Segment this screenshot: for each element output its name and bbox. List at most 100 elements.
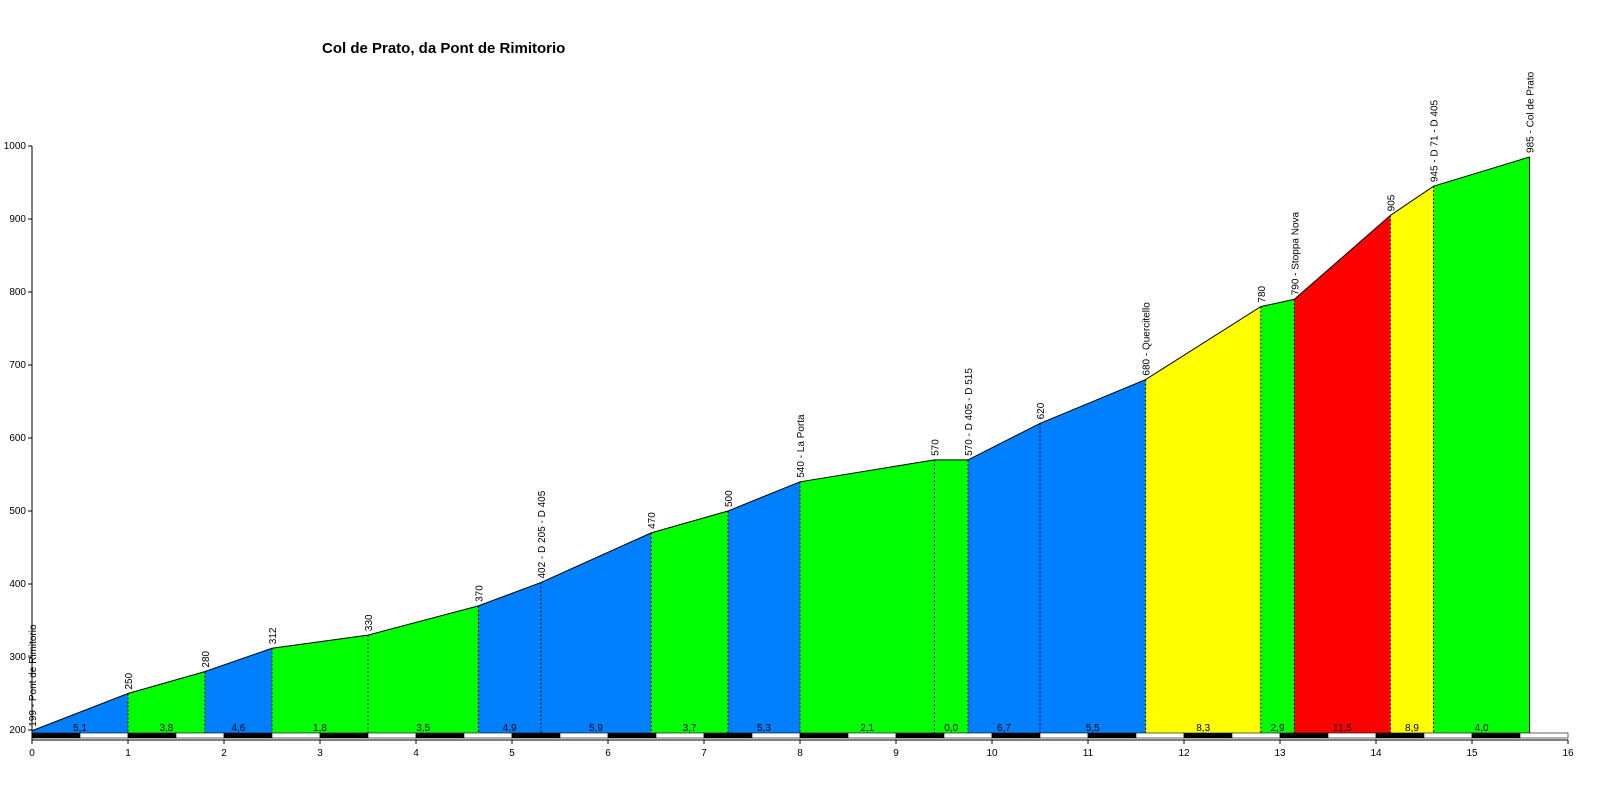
- segment-fill: [651, 511, 728, 733]
- point-label: 620: [1036, 402, 1047, 419]
- point-label: 945 - D 71 - D 405: [1430, 99, 1441, 182]
- segment-fill: [728, 481, 800, 733]
- y-tick-label: 1000: [4, 141, 27, 152]
- gradient-label: 8,3: [1196, 723, 1210, 734]
- point-label: 402 - D 205 - D 405: [537, 490, 548, 578]
- y-tick-label: 900: [9, 214, 26, 225]
- x-tick-label: 2: [221, 748, 227, 759]
- scale-bar-block: [1519, 732, 1569, 739]
- segment-fills: [32, 156, 1530, 734]
- segment-fill: [204, 648, 272, 733]
- x-tick-label: 0: [29, 748, 35, 759]
- gradient-label: 4,9: [503, 723, 517, 734]
- y-tick-label: 600: [9, 433, 26, 444]
- gradient-label: 2,1: [860, 723, 874, 734]
- scale-bar-block: [79, 732, 129, 739]
- scale-bar-block: [655, 732, 705, 739]
- gradient-label: 2,9: [1271, 723, 1285, 734]
- x-tick-label: 1: [125, 748, 131, 759]
- point-label: 280: [201, 650, 212, 667]
- y-tick-label: 300: [9, 652, 26, 663]
- y-tick-label: 800: [9, 287, 26, 298]
- segment-fill: [1294, 215, 1391, 734]
- gradient-label: 1,8: [313, 723, 327, 734]
- segment-fill: [32, 693, 128, 733]
- x-tick-label: 10: [986, 748, 998, 759]
- point-label: 905: [1386, 194, 1397, 211]
- y-tick-label: 700: [9, 360, 26, 371]
- x-tick-label: 11: [1083, 748, 1094, 759]
- scale-bar-block: [319, 732, 369, 739]
- scale-bar-block: [1135, 732, 1185, 739]
- profile-line: [31, 156, 1530, 732]
- point-label: 540 - La Porta: [796, 414, 807, 478]
- point-label: 199 - Pont de Rimitorio: [28, 624, 39, 727]
- x-tick-label: 6: [605, 748, 611, 759]
- x-tick-label: 3: [317, 748, 323, 759]
- scale-bar-block: [799, 732, 849, 739]
- point-label: 370: [474, 585, 485, 602]
- scale-bar-block: [511, 732, 561, 739]
- segment-fill: [800, 459, 935, 733]
- segment-fill: [1390, 186, 1434, 733]
- x-tick-label: 7: [701, 748, 707, 759]
- scale-bar-block: [607, 732, 657, 739]
- segment-fill: [1040, 379, 1146, 733]
- x-tick-label: 8: [797, 748, 803, 759]
- segment-fill: [368, 605, 479, 733]
- scale-bar-block: [367, 732, 417, 739]
- x-tick-label: 13: [1274, 748, 1286, 759]
- segment-fill: [934, 459, 968, 733]
- point-label: 570 - D 405 - D 515: [964, 368, 975, 456]
- x-tick-label: 4: [413, 748, 419, 759]
- segment-fill: [272, 635, 368, 733]
- scale-bar-block: [175, 732, 225, 739]
- chart-title: Col de Prato, da Pont de Rimitorio: [322, 40, 566, 57]
- gradient-label: 3,8: [159, 723, 173, 734]
- elevation-labels: 199 - Pont de Rimitorio 250 280 312 330 370 40…: [28, 71, 1537, 726]
- gradient-labels: 5,1 3,8 4,6 1,8 3,5 4,9 5,9 3,7 5,3 2,1 0,0 6,7 5,5 8…: [73, 723, 1489, 734]
- gradient-label: 6,7: [997, 723, 1011, 734]
- y-tick-label: 400: [9, 579, 26, 590]
- segment-fill: [968, 423, 1040, 733]
- point-label: 250: [124, 672, 135, 689]
- segment-fill: [1145, 306, 1261, 733]
- scale-bar-block: [1039, 732, 1089, 739]
- x-tick-label: 5: [509, 748, 515, 759]
- segment-fill: [540, 532, 652, 733]
- point-label: 500: [724, 490, 735, 507]
- gradient-label: 5,9: [589, 723, 603, 734]
- point-label: 470: [647, 512, 658, 529]
- gradient-label: 5,3: [757, 723, 771, 734]
- x-tick-label: 16: [1562, 748, 1574, 759]
- point-label: 985 - Col de Prato: [1526, 71, 1537, 153]
- gradient-label: 5,1: [73, 723, 87, 734]
- segment-fill: [1260, 299, 1295, 733]
- gradient-label: 5,5: [1086, 723, 1100, 734]
- point-label: 312: [268, 627, 279, 644]
- km-scale-bar: [31, 732, 1569, 739]
- segment-fill: [1433, 156, 1530, 733]
- gradient-label: 8,9: [1405, 723, 1419, 734]
- scale-bar-block: [895, 732, 945, 739]
- point-label: 570: [930, 439, 941, 456]
- x-tick-label: 12: [1178, 748, 1190, 759]
- segment-fill: [478, 582, 541, 733]
- point-label: 780: [1257, 285, 1268, 302]
- y-tick-label: 500: [9, 506, 26, 517]
- profile-outline: [31, 156, 1530, 732]
- point-label: 680 - Quercitello: [1142, 302, 1153, 376]
- x-tick-label: 14: [1370, 748, 1382, 759]
- gradient-label: 11,5: [1333, 723, 1352, 734]
- point-label: 790 - Stoppa Nova: [1290, 211, 1301, 295]
- scale-bar-block: [1279, 732, 1329, 739]
- x-tick-label: 15: [1466, 748, 1478, 759]
- gradient-label: 4,0: [1475, 723, 1489, 734]
- point-label: 330: [364, 614, 375, 631]
- gradient-label: 0,0: [944, 723, 958, 734]
- segment-dividers: [127, 156, 1531, 733]
- x-tick-label: 9: [893, 748, 899, 759]
- gradient-label: 4,6: [231, 723, 245, 734]
- gradient-label: 3,7: [683, 723, 697, 734]
